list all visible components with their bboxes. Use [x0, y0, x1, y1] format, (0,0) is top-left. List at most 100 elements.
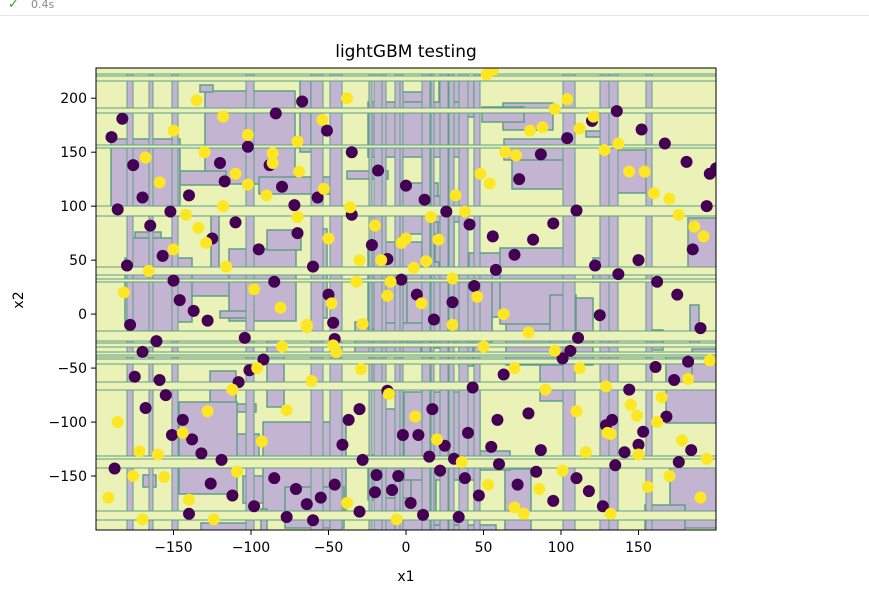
region-band-horizontal — [96, 330, 716, 342]
class-0-point — [153, 373, 166, 386]
class-1-point — [375, 254, 388, 267]
class-0-point — [623, 383, 636, 396]
region-band-vertical — [310, 68, 324, 530]
class-0-point — [632, 438, 645, 451]
class-1-point — [510, 149, 523, 162]
region-band-horizontal — [96, 358, 716, 365]
x-axis-ticks: −150 −100 −50 0 50 100 150 — [154, 530, 652, 556]
class-1-point — [508, 501, 521, 514]
class-0-point — [703, 167, 716, 180]
class-0-point — [369, 486, 381, 499]
class-1-point — [369, 219, 381, 232]
region-band-vertical — [368, 68, 373, 530]
class-0-point — [229, 216, 242, 229]
class-0-point — [288, 199, 301, 212]
region-band-vertical — [245, 68, 255, 530]
class-1-point — [217, 200, 230, 213]
region-band-horizontal — [96, 266, 716, 276]
class-1-point — [241, 128, 254, 141]
y-tick-label: 200 — [60, 91, 87, 107]
class-0-point — [404, 497, 417, 510]
class-0-point — [105, 131, 118, 144]
x-tick-label: 150 — [625, 540, 652, 556]
class-0-point — [485, 440, 498, 453]
class-0-point — [572, 331, 585, 344]
class-0-point — [241, 140, 254, 153]
class-0-point — [124, 318, 137, 331]
class-0-point — [426, 403, 439, 416]
y-tick-label: 50 — [69, 253, 87, 269]
class-1-point — [341, 92, 354, 105]
class-1-point — [432, 233, 445, 246]
class-0-point — [356, 453, 369, 466]
y-tick-label: 150 — [60, 145, 87, 161]
class-1-point — [382, 387, 395, 400]
class-1-point — [111, 416, 124, 429]
class-1-point — [353, 254, 366, 267]
class-1-point — [190, 94, 203, 107]
check-icon: ✓ — [8, 0, 19, 12]
class-1-point — [524, 124, 536, 137]
decision-regions — [96, 68, 716, 530]
class-1-point — [431, 433, 443, 446]
class-0-point — [226, 489, 239, 502]
class-0-point — [685, 444, 698, 457]
chart-title: lightGBM testing — [335, 42, 477, 62]
class-0-point — [472, 489, 485, 502]
y-tick-label: −150 — [49, 469, 87, 485]
y-tick-label: −50 — [57, 361, 87, 377]
class-1-point — [274, 301, 287, 314]
class-0-point — [345, 146, 358, 159]
class-1-point — [587, 110, 600, 123]
class-1-point — [280, 404, 293, 417]
class-1-point — [449, 189, 462, 202]
class-1-point — [630, 409, 643, 422]
class-0-point — [632, 254, 645, 267]
class-0-point — [164, 205, 177, 218]
class-1-point — [632, 448, 645, 461]
class-1-point — [486, 68, 499, 77]
class-1-point — [561, 93, 574, 106]
class-1-point — [266, 156, 279, 169]
class-1-point — [573, 362, 586, 375]
class-1-point — [424, 210, 437, 223]
class-1-point — [260, 189, 273, 202]
class-1-point — [305, 375, 318, 388]
region-block — [432, 524, 497, 530]
class-1-point — [477, 340, 490, 353]
class-1-point — [102, 491, 115, 504]
class-0-point — [328, 478, 341, 491]
class-0-point — [396, 429, 409, 442]
class-1-point — [623, 165, 636, 178]
class-0-point — [108, 462, 121, 475]
x-tick-label: 100 — [548, 540, 575, 556]
class-1-point — [517, 507, 530, 520]
class-0-point — [365, 239, 378, 252]
class-0-point — [400, 179, 412, 192]
class-0-point — [370, 468, 383, 481]
class-0-point — [660, 410, 673, 423]
class-1-point — [300, 318, 313, 331]
class-1-point — [117, 286, 130, 299]
class-0-point — [320, 124, 333, 137]
class-1-point — [499, 146, 512, 159]
class-0-point — [183, 507, 195, 520]
class-1-point — [604, 507, 617, 520]
class-0-point — [561, 132, 574, 145]
region-band-horizontal — [96, 68, 716, 75]
class-1-point — [638, 165, 651, 178]
class-0-point — [156, 249, 169, 262]
class-1-point — [317, 182, 330, 195]
class-0-point — [491, 413, 504, 426]
class-0-point — [700, 200, 713, 213]
class-1-point — [483, 177, 496, 190]
region-band-horizontal — [96, 205, 716, 217]
class-1-point — [344, 201, 357, 214]
class-0-point — [493, 458, 505, 471]
class-0-point — [668, 373, 681, 386]
class-0-point — [412, 429, 425, 442]
x-tick-label: 50 — [475, 540, 493, 556]
class-0-point — [136, 191, 149, 204]
class-1-point — [266, 147, 279, 160]
